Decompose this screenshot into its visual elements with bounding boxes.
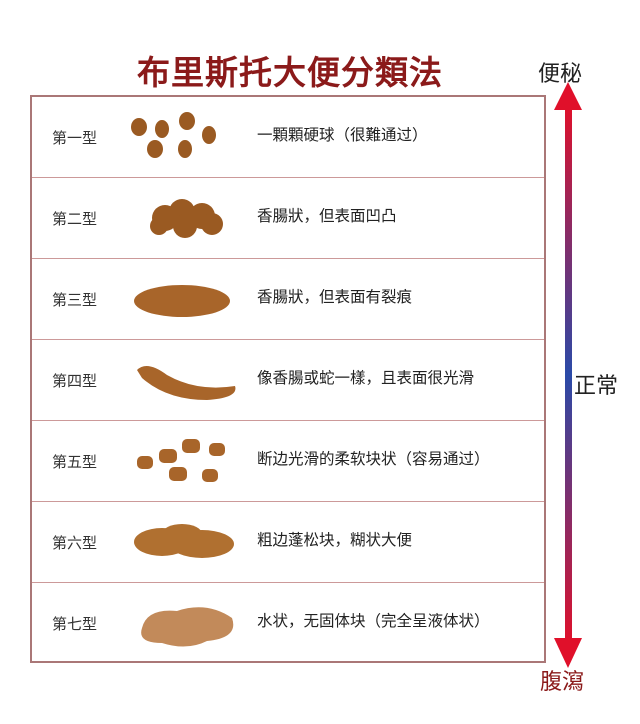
- arrow-up-icon: [554, 82, 582, 110]
- table-row: 第四型 像香腸或蛇一樣，且表面很光滑: [32, 340, 544, 421]
- arrow-down-icon: [554, 638, 582, 668]
- type-description: 一顆顆硬球（很難通过）: [257, 126, 428, 144]
- type1-image: [131, 112, 216, 158]
- type7-image: [141, 607, 234, 647]
- type-label: 第五型: [52, 453, 98, 471]
- type-description: 水状，无固体块（完全呈液体状）: [257, 612, 490, 630]
- table-row: 第一型 一顆顆硬球（很難通过）: [32, 97, 544, 178]
- constipation-label: 便秘: [538, 62, 583, 87]
- type-label: 第二型: [52, 210, 98, 228]
- type-label: 第四型: [52, 372, 98, 390]
- type5-image: [137, 439, 225, 482]
- table-row: 第三型 香腸狀，但表面有裂痕: [32, 259, 544, 340]
- table-row: 第七型 水状，无固体块（完全呈液体状）: [32, 583, 544, 664]
- type-description: 香腸狀，但表面有裂痕: [257, 288, 413, 306]
- type-label: 第一型: [52, 129, 98, 147]
- type-label: 第三型: [52, 291, 98, 309]
- type6-image: [134, 524, 234, 558]
- scale-arrow: [554, 82, 582, 668]
- type-description: 断边光滑的柔软块状（容易通过）: [257, 450, 490, 468]
- type3-image: [134, 285, 230, 317]
- type-label: 第七型: [52, 615, 98, 633]
- table-row: 第五型 断边光滑的柔软块状（容易通过）: [32, 421, 544, 502]
- diarrhea-label: 腹瀉: [540, 670, 585, 695]
- stool-type-table: 第一型 一顆顆硬球（很難通过） 第二型 香腸狀，但表面凹凸 第三型 香腸狀，但表…: [30, 95, 546, 663]
- chart-title: 布里斯托大便分類法: [137, 53, 443, 92]
- type-label: 第六型: [52, 534, 98, 552]
- type4-image: [137, 366, 236, 400]
- table-row: 第二型 香腸狀，但表面凹凸: [32, 178, 544, 259]
- type-description: 粗边蓬松块，糊状大便: [257, 531, 413, 549]
- normal-label: 正常: [574, 368, 619, 400]
- type2-image: [150, 199, 223, 238]
- type-description: 像香腸或蛇一樣，且表面很光滑: [257, 369, 475, 387]
- table-row: 第六型 粗边蓬松块，糊状大便: [32, 502, 544, 583]
- type-description: 香腸狀，但表面凹凸: [257, 207, 397, 225]
